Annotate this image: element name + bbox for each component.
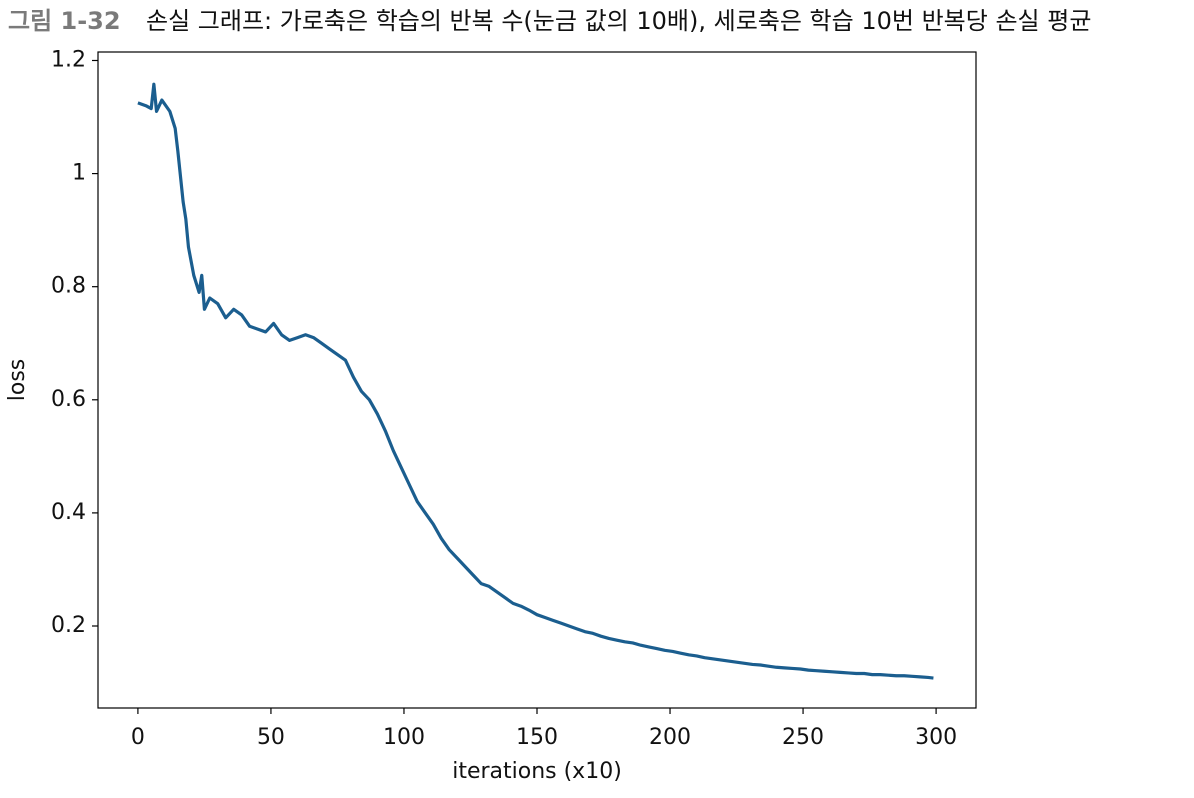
x-tick-label: 200	[649, 725, 691, 750]
x-axis-label: iterations (x10)	[452, 759, 622, 784]
y-tick-label: 0.8	[51, 274, 86, 299]
x-tick-label: 250	[782, 725, 824, 750]
y-axis-label: loss	[5, 359, 30, 402]
x-tick-label: 150	[516, 725, 558, 750]
x-tick-label: 300	[915, 725, 957, 750]
y-tick-label: 0.4	[51, 500, 86, 525]
y-tick-label: 1.2	[51, 47, 86, 72]
chart-title: 손실 그래프: 가로축은 학습의 반복 수(눈금 값의 10배), 세로축은 학…	[146, 7, 1091, 35]
x-tick-label: 100	[383, 725, 425, 750]
y-tick-label: 0.2	[51, 613, 86, 638]
figure-label: 그림 1-32	[8, 7, 121, 35]
x-tick-label: 0	[131, 725, 145, 750]
plot-frame	[97, 51, 977, 709]
y-tick-label: 1	[72, 161, 86, 186]
x-tick-label: 50	[257, 725, 285, 750]
y-tick-label: 0.6	[51, 387, 86, 412]
loss-line	[137, 82, 934, 680]
